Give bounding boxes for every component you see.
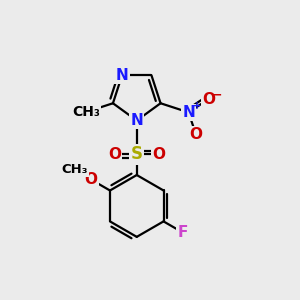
Text: O: O [189,127,203,142]
Text: O: O [84,172,98,187]
Text: O: O [108,147,121,162]
Text: S: S [131,146,143,164]
Text: O: O [202,92,215,106]
Text: CH₃: CH₃ [72,105,100,119]
Text: N: N [130,113,143,128]
Text: +: + [193,101,201,112]
Text: N: N [182,105,195,120]
Text: N: N [116,68,128,83]
Text: O: O [152,147,165,162]
Text: −: − [212,88,222,101]
Text: F: F [178,225,188,240]
Text: CH₃: CH₃ [61,164,88,176]
